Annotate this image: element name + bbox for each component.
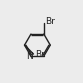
Text: N: N	[26, 52, 33, 61]
Text: Br: Br	[35, 50, 45, 59]
Text: Br: Br	[45, 17, 55, 26]
